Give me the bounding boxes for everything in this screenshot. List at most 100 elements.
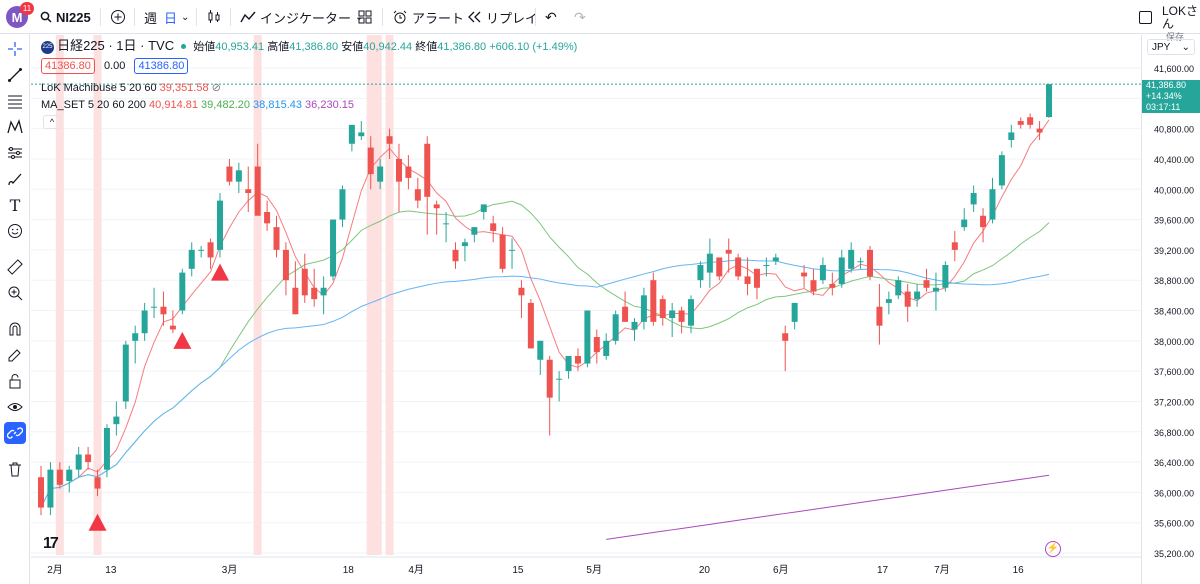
lightning-icon[interactable]: ⚡ bbox=[1045, 541, 1061, 557]
forecast-tool[interactable] bbox=[4, 142, 26, 164]
layouts-button[interactable] bbox=[358, 0, 372, 34]
candle-body bbox=[1036, 128, 1043, 133]
zoom-tool[interactable] bbox=[4, 282, 26, 304]
indicator-legend-ma[interactable]: MA_SET 5 20 60 200 40,914.81 39,482.20 3… bbox=[41, 99, 354, 111]
replay-button[interactable]: リプレイ bbox=[466, 0, 538, 34]
candle-body bbox=[386, 136, 393, 144]
candle-body bbox=[433, 204, 440, 209]
highlight-band bbox=[55, 35, 64, 555]
candle-body bbox=[678, 310, 685, 322]
magnet-icon bbox=[9, 322, 21, 336]
time-tick-label: 2月 bbox=[47, 564, 63, 576]
candle-body bbox=[923, 280, 930, 288]
chevron-down-icon: ⌄ bbox=[355, 11, 364, 23]
interval-day-button[interactable]: 日 ⌄ bbox=[164, 0, 189, 34]
emoji-tool[interactable] bbox=[4, 220, 26, 242]
current-price-label: 41,386.80 +14.34% 03:17:11 bbox=[1142, 80, 1200, 113]
candle-body bbox=[603, 340, 610, 356]
user-menu[interactable]: LOKさん 保存 bbox=[1162, 5, 1200, 44]
time-tick-label: 4月 bbox=[408, 564, 424, 576]
bid-price[interactable]: 41386.80 bbox=[41, 58, 95, 74]
measure-tool[interactable] bbox=[4, 256, 26, 278]
symbol-title[interactable]: 日経225 · 1日 · TVC bbox=[57, 38, 175, 53]
open-label: 始値 bbox=[193, 41, 216, 53]
price-tick-label: 38,400.00 bbox=[1154, 307, 1194, 317]
undo-icon: ↶ bbox=[545, 8, 557, 25]
collapse-legend-button[interactable]: ^ bbox=[43, 115, 61, 129]
magnet-tool[interactable] bbox=[4, 318, 26, 340]
save-layout-checkbox[interactable] bbox=[1139, 0, 1152, 34]
candles-icon bbox=[208, 10, 220, 23]
indicators-icon bbox=[240, 11, 256, 23]
time-tick-label: 7月 bbox=[934, 564, 950, 576]
hidden-eye-icon: ⊘ bbox=[211, 82, 221, 94]
time-tick-label: 13 bbox=[105, 565, 117, 576]
price-tick-label: 36,800.00 bbox=[1154, 428, 1194, 438]
close-label: 終値 bbox=[415, 41, 438, 53]
ask-price[interactable]: 41386.80 bbox=[134, 58, 189, 74]
pattern-tool[interactable] bbox=[4, 116, 26, 138]
change-value: +606.10 (+1.49%) bbox=[489, 41, 578, 53]
interval-week-button[interactable]: 週 bbox=[144, 0, 157, 34]
candle-body bbox=[348, 124, 355, 144]
price-tick-label: 40,400.00 bbox=[1154, 155, 1194, 165]
indicators-button[interactable]: インジケーター ⌄ bbox=[240, 0, 363, 34]
bid-ask-row: 41386.80 0.00 41386.80 bbox=[41, 58, 189, 74]
chart-type-button[interactable] bbox=[206, 0, 222, 34]
candle-body bbox=[452, 249, 459, 262]
buy-signal-marker bbox=[173, 331, 192, 349]
compare-symbol-button[interactable] bbox=[110, 0, 126, 34]
ma60-line bbox=[40, 259, 1050, 508]
candle-body bbox=[914, 291, 921, 300]
currency-button[interactable]: JPY ⌄ bbox=[1147, 39, 1195, 55]
save-label: 保存 bbox=[1166, 32, 1185, 42]
price-tick-label: 40,800.00 bbox=[1154, 125, 1194, 135]
candle-body bbox=[989, 189, 996, 220]
pencil-lock-icon bbox=[8, 349, 21, 362]
symbol-search[interactable]: NI225 bbox=[40, 0, 91, 34]
sync-drawings-tool[interactable] bbox=[4, 422, 26, 444]
candle-body bbox=[961, 219, 968, 228]
candle-body bbox=[1017, 121, 1024, 125]
candle-body bbox=[207, 242, 214, 258]
price-tick-label: 35,600.00 bbox=[1154, 519, 1194, 529]
price-tick-label: 40,000.00 bbox=[1154, 185, 1194, 195]
chart-pane[interactable]: 2月 13 3月 18 4月 15 5月 20 6月 17 7月 16 225 日経225 · 1日 … bbox=[31, 35, 1141, 584]
crosshair-tool[interactable] bbox=[4, 38, 26, 60]
text-tool[interactable]: T bbox=[4, 194, 26, 216]
candle-body bbox=[970, 193, 977, 205]
candle-body bbox=[688, 299, 695, 326]
market-status-dot bbox=[181, 44, 187, 50]
candle-body bbox=[669, 310, 676, 319]
redo-button[interactable]: ↷ bbox=[574, 0, 586, 34]
trend-line-icon bbox=[8, 68, 22, 82]
trend-line-tool[interactable] bbox=[4, 64, 26, 86]
smiley-icon bbox=[8, 224, 22, 238]
undo-button[interactable]: ↶ bbox=[545, 0, 557, 34]
candle-body bbox=[556, 378, 563, 380]
fib-tool[interactable] bbox=[4, 90, 26, 112]
candle-body bbox=[942, 265, 949, 288]
alert-button[interactable]: アラート bbox=[392, 0, 464, 34]
remove-drawings-tool[interactable] bbox=[4, 458, 26, 480]
hide-drawings-tool[interactable] bbox=[4, 396, 26, 418]
candle-body bbox=[631, 321, 638, 330]
price-axis[interactable]: JPY ⌄ 41,600.0041,200.0040,800.0040,400.… bbox=[1141, 35, 1200, 584]
time-tick-label: 15 bbox=[512, 565, 524, 576]
candle-body bbox=[169, 325, 176, 330]
candle-body bbox=[518, 287, 525, 296]
lock-tool[interactable] bbox=[4, 370, 26, 392]
candle-body bbox=[735, 257, 742, 277]
candle-body bbox=[810, 280, 817, 292]
price-chart[interactable]: 2月 13 3月 18 4月 15 5月 20 6月 17 7月 16 bbox=[31, 35, 1141, 584]
indicator-name: LoK Machibuse 5 20 60 bbox=[41, 82, 157, 94]
candle-body bbox=[405, 166, 412, 178]
candle-body bbox=[235, 170, 242, 182]
brush-tool[interactable] bbox=[4, 168, 26, 190]
lock-drawings-tool[interactable] bbox=[4, 344, 26, 366]
symbol-badge: 225 bbox=[41, 40, 54, 54]
price-tick-label: 37,600.00 bbox=[1154, 367, 1194, 377]
candle-body bbox=[650, 280, 657, 322]
candle-body bbox=[179, 272, 186, 311]
indicator-legend-machibuse[interactable]: LoK Machibuse 5 20 60 39,351.58 ⊘ bbox=[41, 81, 221, 94]
